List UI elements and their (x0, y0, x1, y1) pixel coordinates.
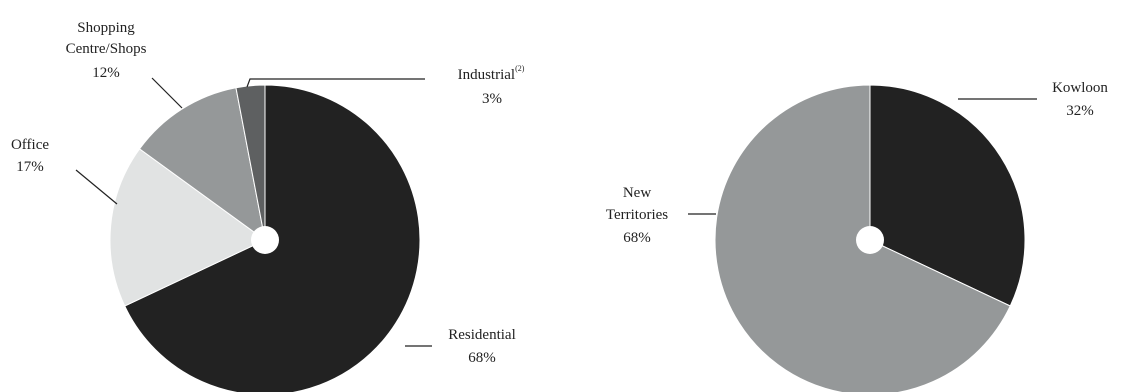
label-industrial: Industrial(2) 3% (246, 64, 525, 107)
label-kowloon-text: Kowloon (1052, 80, 1108, 96)
label-office-text: Office (11, 137, 49, 153)
pie-slice-shopping-centre-shops (138, 87, 266, 242)
value-kowloon: 32% (1066, 103, 1094, 119)
value-office: 17% (16, 159, 44, 175)
leader-line-industrial (246, 78, 425, 88)
label-shopping-line1: Shopping (77, 20, 135, 36)
value-industrial: 3% (482, 91, 502, 107)
leader-line-office (75, 169, 118, 205)
label-industrial-text: Industrial(2) (458, 64, 525, 83)
pie-center-hole (856, 226, 884, 254)
label-new-territories-line2: Territories (606, 207, 668, 223)
label-shopping-centre: Shopping Centre/Shops 12% (66, 20, 183, 109)
pie-chart-location (714, 84, 1026, 392)
leader-line-shopping (151, 77, 183, 109)
label-new-territories: New Territories 68% (606, 185, 716, 246)
pie-center-hole (251, 226, 279, 254)
value-shopping: 12% (92, 65, 120, 81)
label-kowloon: Kowloon 32% (958, 80, 1108, 119)
pie-slice-office (109, 148, 266, 307)
value-new-territories: 68% (623, 230, 651, 246)
label-new-territories-line1: New (623, 185, 651, 201)
label-residential-text: Residential (448, 327, 516, 343)
value-residential: 68% (468, 350, 496, 366)
pie-slice-kowloon (869, 84, 1026, 307)
pie-chart-property-type (109, 84, 421, 392)
label-shopping-line2: Centre/Shops (66, 41, 147, 57)
label-residential: Residential 68% (405, 327, 516, 366)
pie-slice-industrial (235, 84, 266, 241)
label-office: Office 17% (11, 137, 118, 205)
